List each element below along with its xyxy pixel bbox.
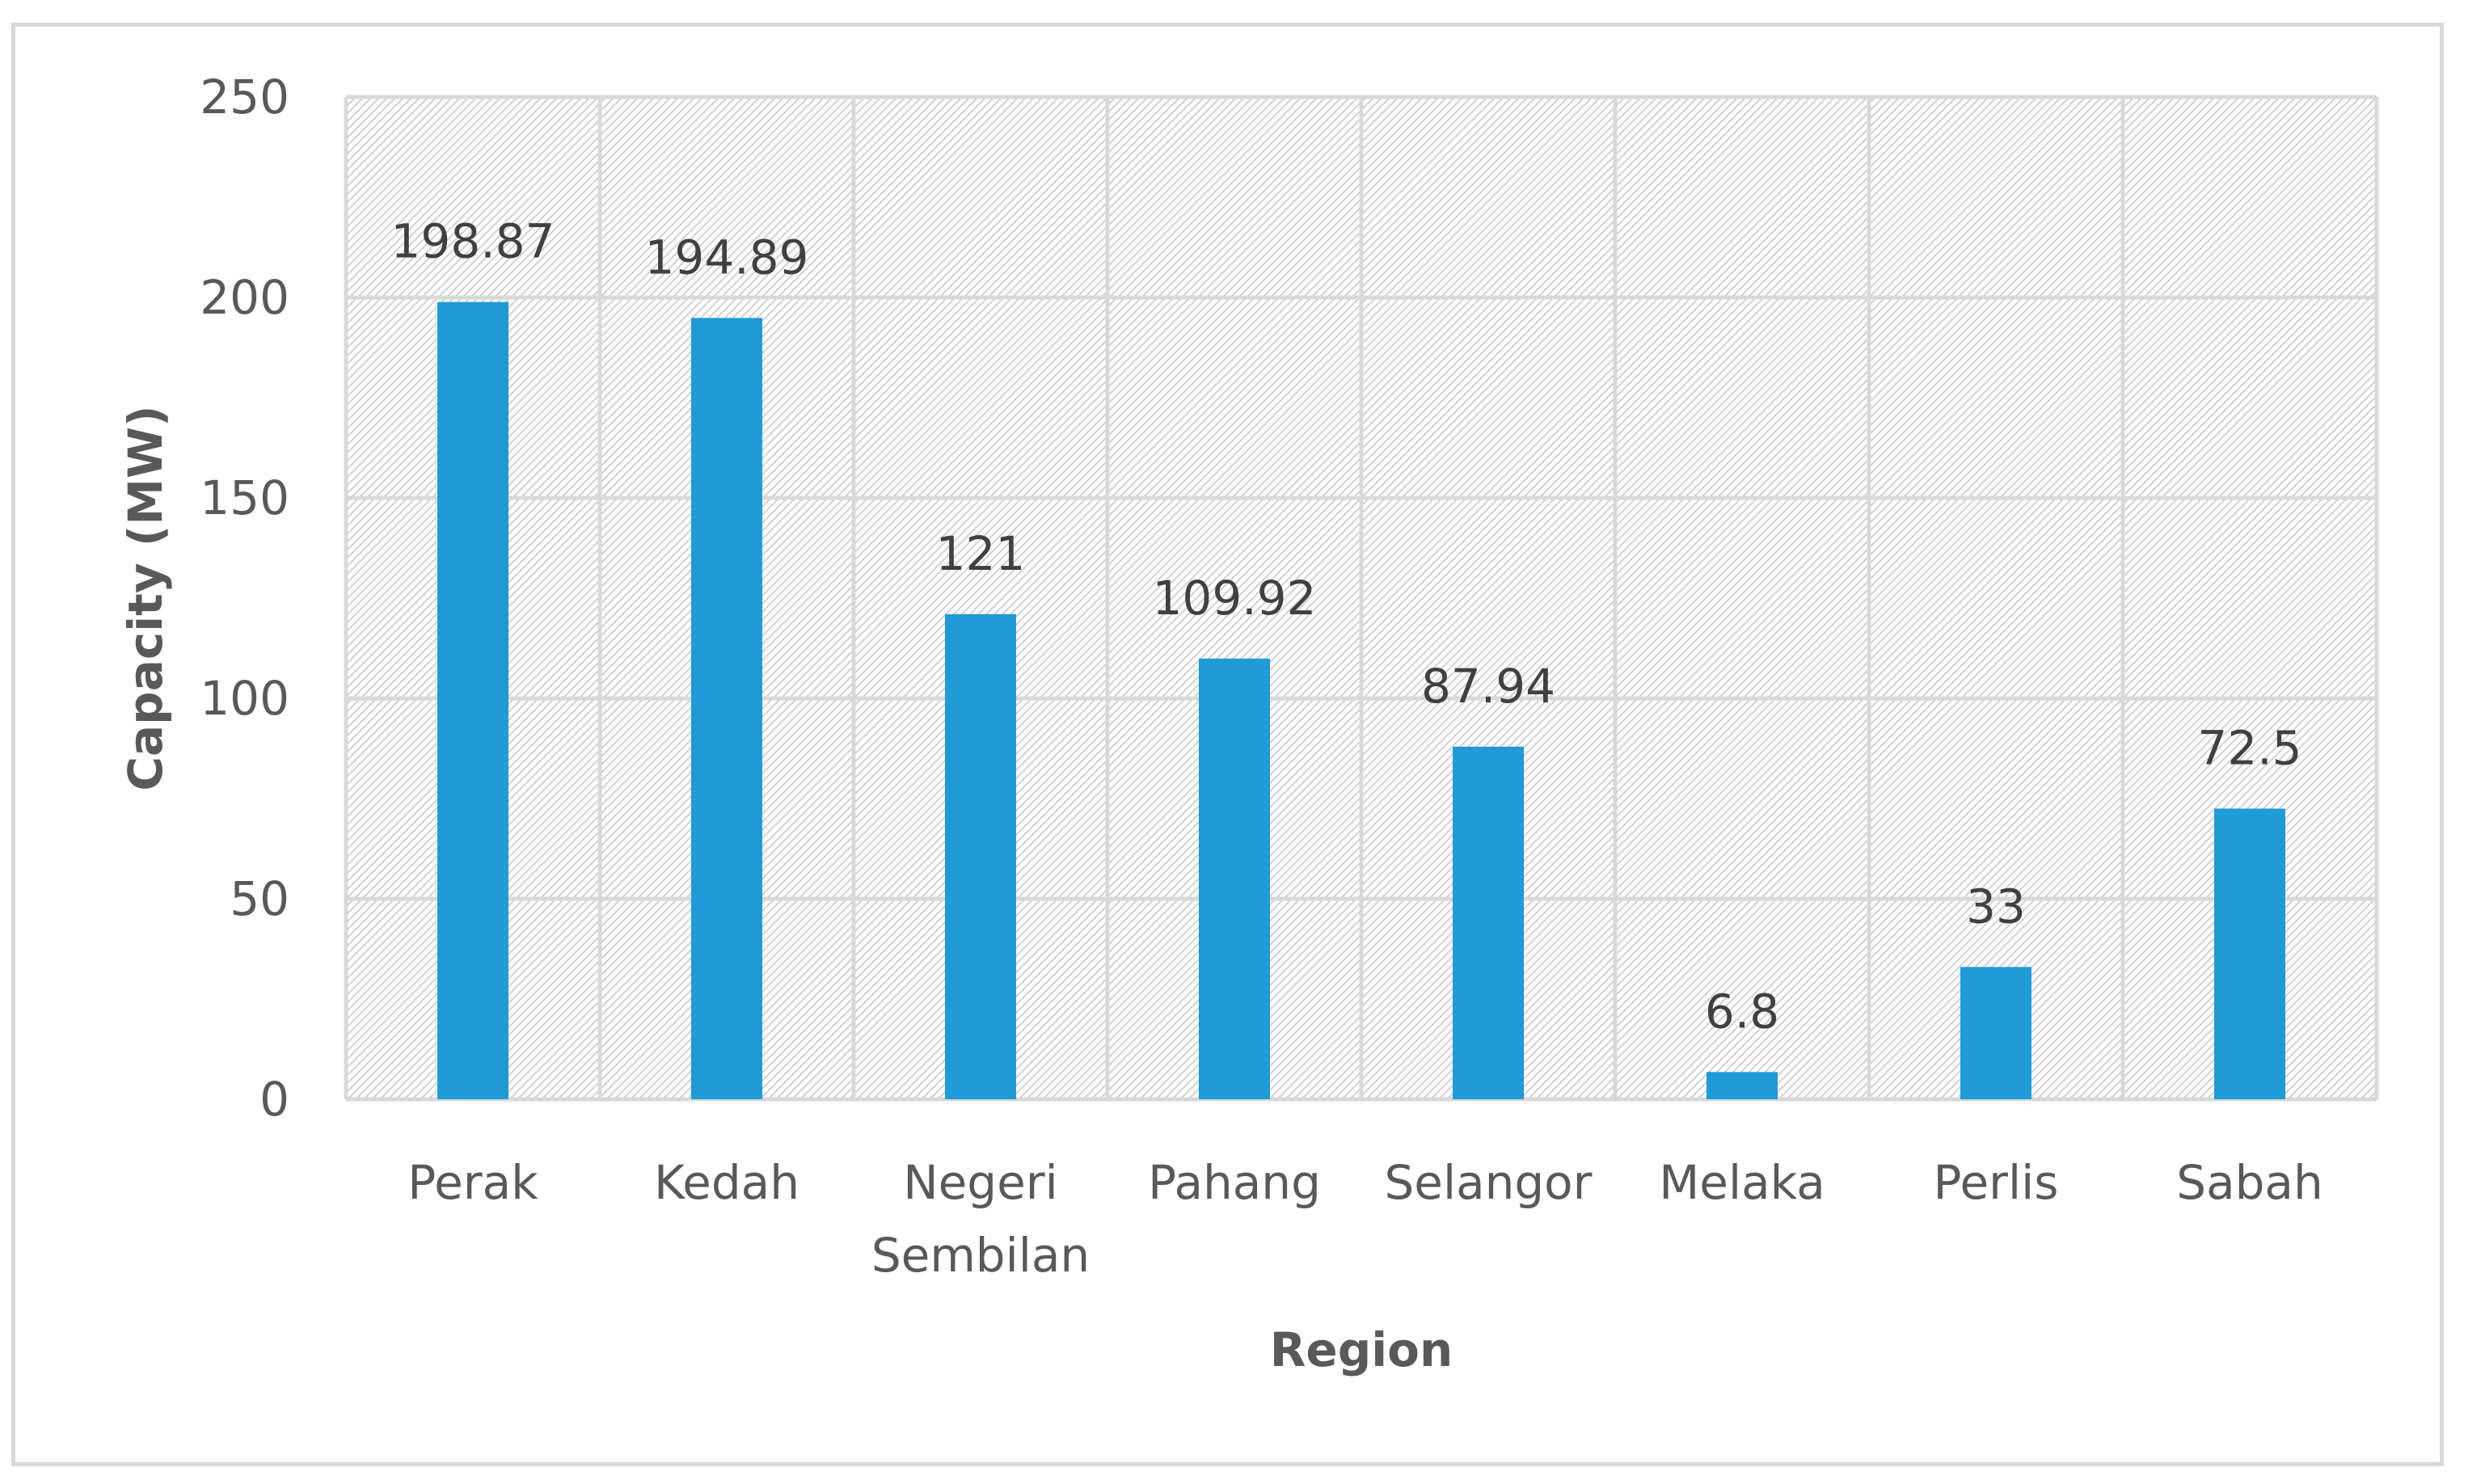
x-axis-ticks: Perak Kedah Negeri Sembilan Pahang Selangor Me… [407,1155,2323,1283]
x-tick-label: Negeri Sembilan [871,1155,1090,1283]
x-axis-title: Region [1270,1322,1453,1377]
gridlines [344,95,2379,1102]
data-label: 194.89 [645,230,809,285]
bar [691,318,762,1100]
y-tick-label: 200 [200,270,289,325]
y-tick-label: 150 [200,470,289,525]
y-tick-label: 0 [259,1072,289,1127]
x-tick-label: Melaka [1659,1155,1825,1210]
data-label: 121 [936,526,1026,581]
bar [437,301,508,1099]
data-label: 6.8 [1705,984,1779,1039]
data-label: 33 [1966,879,2026,934]
bar [1707,1072,1778,1099]
x-tick-label: Perak [407,1155,538,1210]
bar [1453,746,1524,1099]
x-tick-label: Kedah [654,1155,799,1210]
bar [945,613,1016,1099]
x-tick-label: Selangor [1384,1155,1592,1210]
data-label: 87.94 [1421,659,1555,714]
bars [437,301,2285,1100]
y-tick-label: 50 [230,871,289,926]
y-tick-label: 250 [200,70,289,124]
y-axis-ticks: 0 50 100 150 200 250 [200,70,289,1127]
data-label: 198.87 [391,214,555,269]
bar [1960,967,2031,1099]
bar [1199,658,1270,1099]
x-tick-label: Perlis [1934,1155,2059,1210]
bar [2214,808,2285,1099]
data-labels: 198.87 194.89 121 109.92 87.94 6.8 33 72.5 [391,214,2302,1039]
x-tick-label: Sabah [2176,1155,2322,1210]
data-label: 72.5 [2197,720,2301,775]
data-label: 109.92 [1153,571,1317,626]
y-axis-title: Capacity (MW) [118,405,173,790]
y-tick-label: 100 [200,671,289,726]
x-tick-label: Pahang [1148,1155,1321,1210]
